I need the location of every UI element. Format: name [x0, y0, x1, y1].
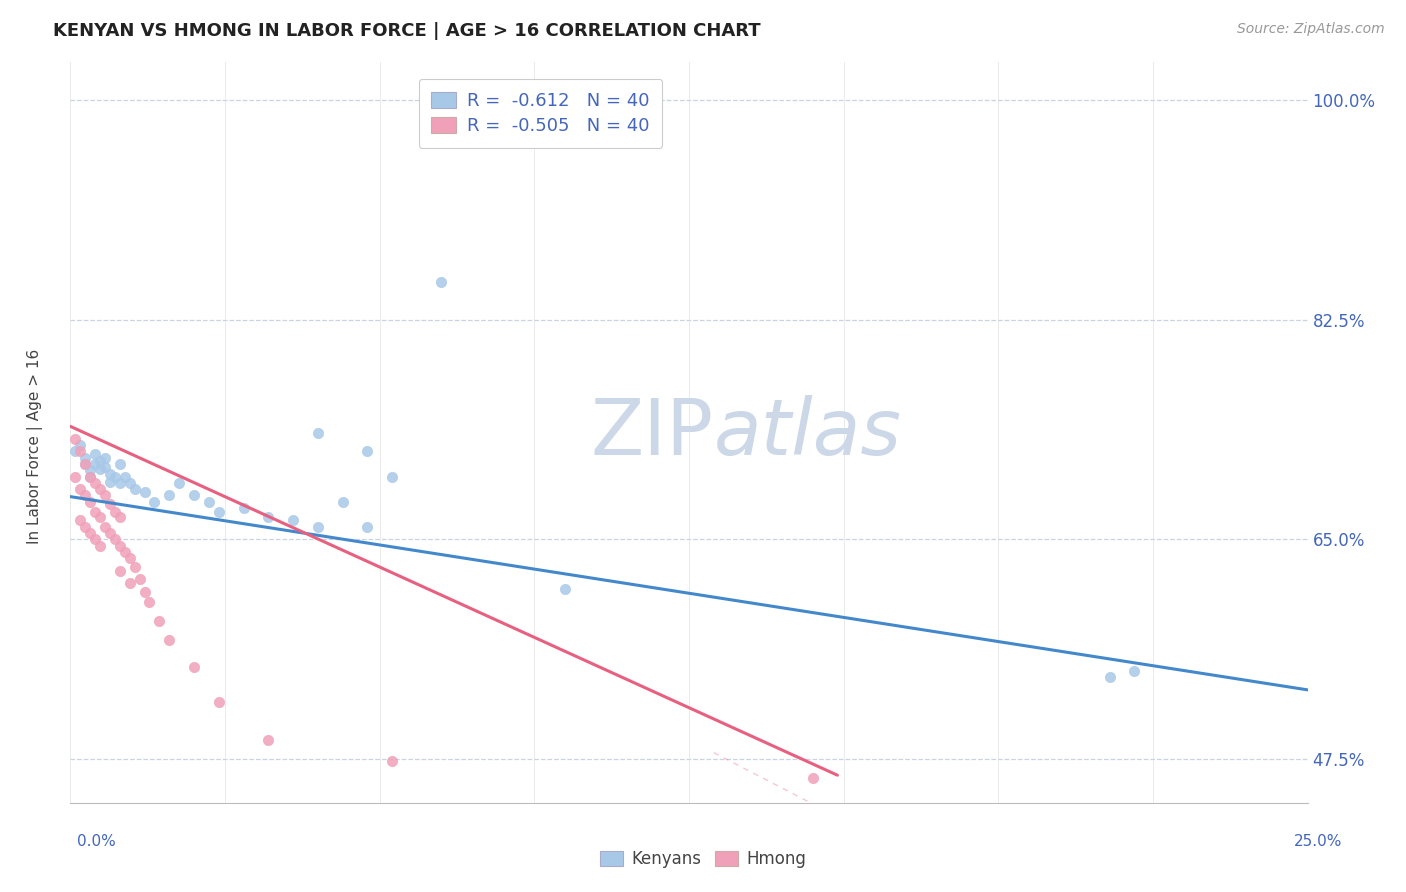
Point: [143, 494, 166, 508]
Point: [84, 505, 107, 519]
Point: [257, 733, 280, 747]
Text: 25.0%: 25.0%: [1295, 834, 1343, 849]
Point: [554, 582, 576, 597]
Point: [801, 771, 824, 785]
Point: [75, 488, 97, 502]
Point: [69, 438, 91, 452]
Point: [332, 494, 354, 508]
Point: [124, 482, 146, 496]
Point: [98, 475, 121, 489]
Point: [69, 482, 91, 496]
Point: [65, 469, 87, 483]
Text: KENYAN VS HMONG IN LABOR FORCE | AGE > 16 CORRELATION CHART: KENYAN VS HMONG IN LABOR FORCE | AGE > 1…: [53, 22, 761, 40]
Text: ZIP: ZIP: [591, 394, 714, 471]
Point: [108, 457, 131, 471]
Point: [134, 484, 156, 499]
Point: [89, 454, 111, 468]
Point: [79, 469, 101, 483]
Point: [75, 457, 97, 471]
Point: [381, 755, 404, 769]
Text: 0.0%: 0.0%: [77, 834, 117, 849]
Point: [79, 469, 101, 483]
Point: [1098, 670, 1121, 684]
Point: [356, 444, 378, 458]
Point: [124, 560, 146, 574]
Legend: R =  -0.612   N = 40, R =  -0.505   N = 40: R = -0.612 N = 40, R = -0.505 N = 40: [419, 78, 662, 148]
Point: [79, 526, 101, 541]
Point: [157, 488, 180, 502]
Point: [79, 494, 101, 508]
Point: [94, 459, 117, 474]
Point: [118, 475, 141, 490]
Point: [138, 595, 160, 609]
Point: [183, 488, 205, 502]
Point: [89, 462, 111, 476]
Point: [108, 475, 131, 490]
Point: [108, 509, 131, 524]
Point: [148, 614, 170, 628]
Point: [307, 425, 329, 440]
Point: [79, 463, 101, 477]
Point: [98, 467, 121, 481]
Point: [104, 505, 127, 519]
Point: [232, 500, 254, 515]
Point: [257, 509, 280, 524]
Point: [114, 469, 136, 483]
Point: [281, 513, 304, 527]
Point: [104, 469, 127, 483]
Point: [98, 526, 121, 541]
Text: Source: ZipAtlas.com: Source: ZipAtlas.com: [1237, 22, 1385, 37]
Point: [84, 457, 107, 471]
Point: [104, 533, 127, 547]
Point: [134, 585, 156, 599]
Point: [69, 513, 91, 527]
Point: [118, 551, 141, 566]
Point: [118, 576, 141, 591]
Point: [84, 475, 107, 490]
Point: [84, 447, 107, 461]
Point: [114, 545, 136, 559]
Point: [75, 520, 97, 534]
Point: [430, 275, 453, 289]
Point: [89, 482, 111, 496]
Point: [89, 509, 111, 524]
Point: [183, 660, 205, 674]
Point: [94, 520, 117, 534]
Point: [108, 564, 131, 578]
Point: [94, 488, 117, 502]
Point: [1123, 664, 1146, 678]
Point: [307, 520, 329, 534]
Point: [128, 573, 150, 587]
Point: [65, 444, 87, 458]
Point: [75, 450, 97, 465]
Point: [198, 494, 221, 508]
Point: [208, 695, 231, 709]
Text: In Labor Force | Age > 16: In Labor Force | Age > 16: [27, 349, 44, 543]
Point: [65, 432, 87, 446]
Point: [208, 505, 231, 519]
Point: [167, 475, 190, 490]
Point: [89, 539, 111, 553]
Point: [98, 497, 121, 511]
Point: [75, 457, 97, 471]
Point: [108, 539, 131, 553]
Legend: Kenyans, Hmong: Kenyans, Hmong: [593, 844, 813, 875]
Point: [157, 632, 180, 647]
Point: [84, 533, 107, 547]
Text: atlas: atlas: [714, 394, 901, 471]
Point: [381, 469, 404, 483]
Point: [69, 444, 91, 458]
Point: [94, 450, 117, 465]
Point: [356, 520, 378, 534]
